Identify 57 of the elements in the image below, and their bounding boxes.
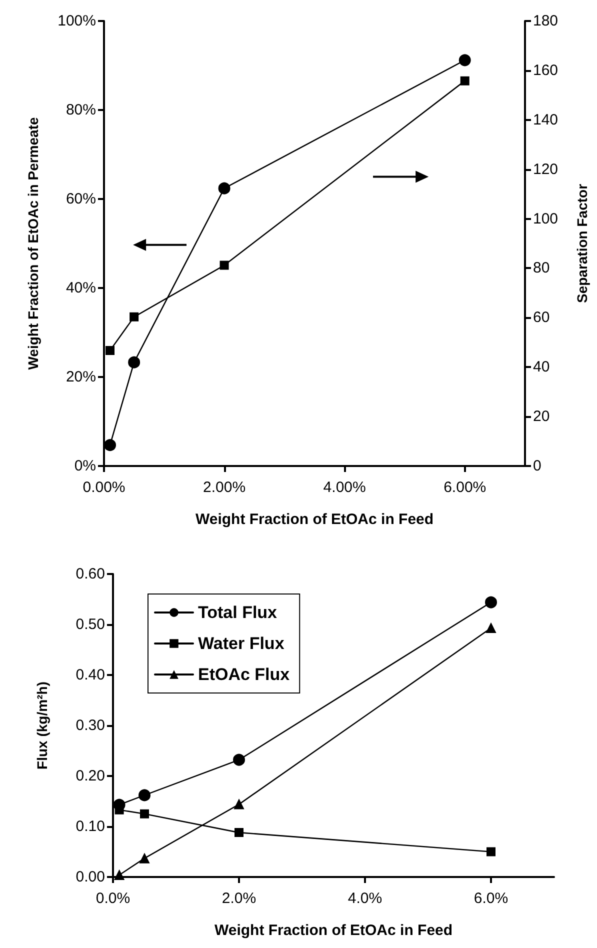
y2-axis-title: Separation Factor <box>574 183 590 304</box>
point <box>218 182 230 194</box>
x-axis-title: Weight Fraction of EtOAc in Feed <box>195 511 434 528</box>
y-tick-label: 20% <box>66 368 96 386</box>
y2-tick-label: 180 <box>533 12 558 30</box>
y-tick-label: 0.20 <box>76 768 105 784</box>
y-axis-title: Flux (kg/m²h) <box>34 682 50 770</box>
y2-tick-label: 100 <box>533 210 558 228</box>
point <box>140 809 149 818</box>
x-axis-title: Weight Fraction of EtOAc in Feed <box>214 922 453 939</box>
x-tick-label: 4.00% <box>323 479 366 496</box>
point <box>458 54 471 66</box>
x-tick-label: 0.0% <box>96 890 130 907</box>
y-axis-title: Weight Fraction of EtOAc in Permeate <box>25 117 41 370</box>
y-tick-label: 80% <box>66 102 96 118</box>
y-tick-label: 100% <box>58 12 96 30</box>
x-tick-label: 2.0% <box>222 890 256 907</box>
legend-label: EtOAc Flux <box>198 665 290 684</box>
point <box>486 847 496 856</box>
x-tick-label: 6.0% <box>474 890 508 907</box>
point <box>234 799 244 810</box>
x-tick-label: 4.0% <box>348 890 382 907</box>
y2-tick-label: 160 <box>533 62 558 79</box>
y2-tick-label: 0 <box>533 458 542 474</box>
x-tick-label: 0.00% <box>82 479 126 496</box>
y-tick-label: 0.40 <box>76 666 105 684</box>
legend-label: Total Flux <box>198 603 278 622</box>
point <box>140 853 150 864</box>
y-tick-label: 0% <box>74 458 96 474</box>
point <box>485 596 497 608</box>
y2-tick-label: 60 <box>533 309 550 326</box>
y-tick-label: 0.30 <box>76 717 105 734</box>
point <box>130 312 139 322</box>
point <box>220 260 229 270</box>
x-tick-label: 6.00% <box>444 479 486 496</box>
y2-tick-label: 40 <box>533 358 550 376</box>
y-tick-label: 0.60 <box>76 566 105 582</box>
y-tick-label: 0.10 <box>76 818 105 835</box>
y2-tick-label: 140 <box>533 111 558 128</box>
y-tick-label: 60% <box>66 190 96 208</box>
y2-tick-label: 80 <box>533 260 550 277</box>
point <box>114 870 124 880</box>
point <box>138 789 150 802</box>
point <box>234 828 244 838</box>
legend-label: Water Flux <box>198 634 285 653</box>
point <box>233 754 245 766</box>
point <box>128 356 140 368</box>
x-tick-label: 2.00% <box>203 479 246 496</box>
y-tick-label: 0.50 <box>76 616 105 633</box>
point <box>460 76 470 86</box>
y-tick-label: 0.00 <box>76 868 105 886</box>
y2-tick-label: 20 <box>533 408 550 426</box>
y-tick-label: 40% <box>66 280 96 296</box>
point <box>106 346 115 356</box>
y2-tick-label: 120 <box>533 160 558 178</box>
point <box>104 439 116 452</box>
point <box>486 623 496 634</box>
